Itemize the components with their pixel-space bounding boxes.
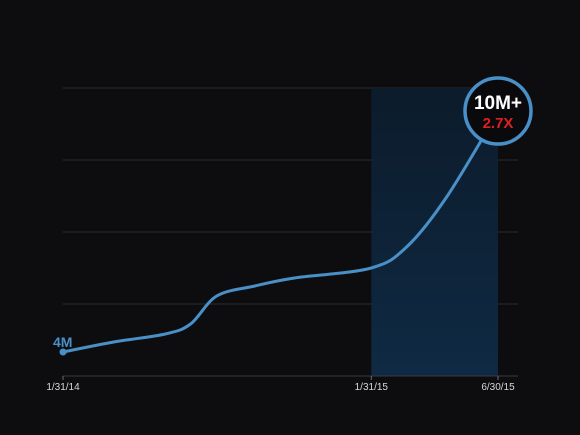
- x-tick-label: 1/31/14: [46, 382, 80, 393]
- start-label: 4M: [53, 334, 72, 350]
- end-sublabel: 2.7X: [483, 115, 514, 132]
- x-tick-label: 1/31/15: [355, 382, 389, 393]
- x-tick-label: 6/30/15: [481, 382, 515, 393]
- end-label: 10M+: [474, 93, 522, 114]
- start-point: [59, 348, 67, 356]
- end-badge: [463, 76, 533, 146]
- x-axis-ticks: 1/31/14 1/31/15 6/30/15: [46, 376, 515, 393]
- series-line: [61, 110, 500, 354]
